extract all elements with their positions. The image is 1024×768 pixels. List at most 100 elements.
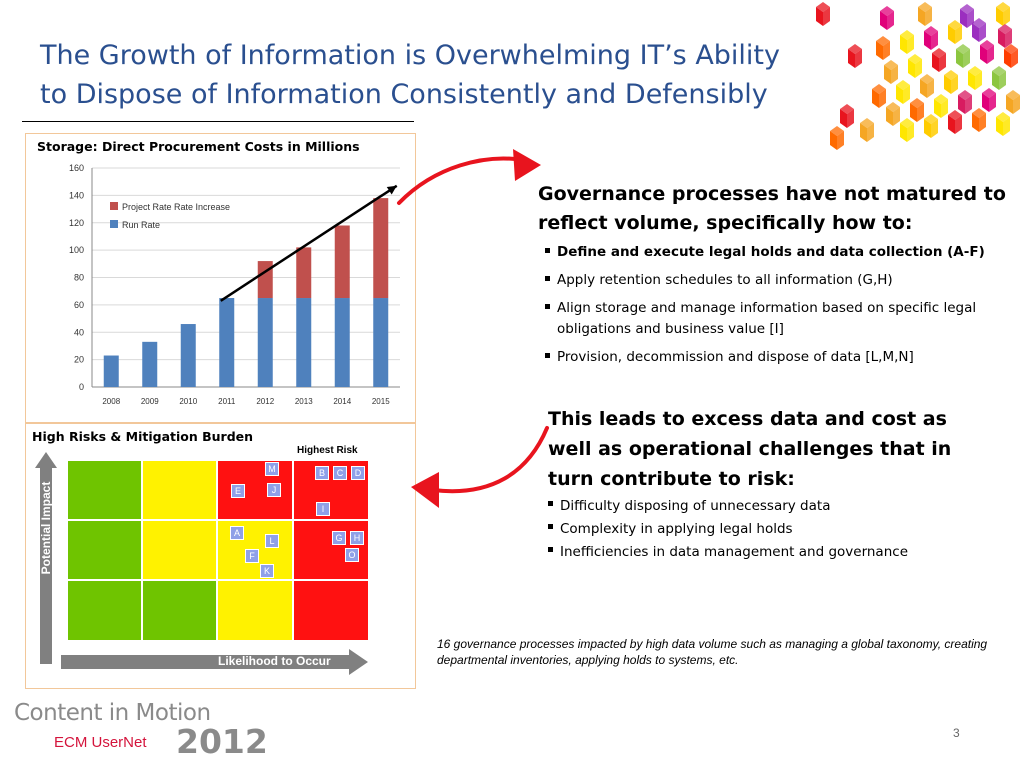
decorative-cube (998, 24, 1012, 48)
decorative-cube (958, 90, 972, 114)
y-tick-label: 40 (74, 327, 84, 337)
bar-run-rate-2013 (296, 298, 312, 387)
governance-item: Align storage and manage information bas… (545, 298, 995, 340)
title-underline (22, 121, 414, 122)
decorative-cube (848, 44, 862, 68)
risk-tag-d: D (351, 466, 365, 480)
x-tick-label: 2012 (256, 397, 274, 406)
likelihood-label: Likelihood to Occur (218, 654, 331, 668)
risk-tag-k: K (260, 564, 274, 578)
x-tick-label: 2008 (102, 397, 120, 406)
excess-item: Difficulty disposing of unnecessary data (548, 495, 968, 518)
risk-cell-green (142, 580, 217, 641)
decorative-cube (944, 70, 958, 94)
slide-title-line-2: to Dispose of Information Consistently a… (40, 79, 768, 110)
decorative-cube (900, 30, 914, 54)
storage-chart-title: Storage: Direct Procurement Costs in Mil… (37, 139, 360, 154)
governance-heading: Governance processes have not matured to… (538, 183, 1006, 234)
decorative-cube (884, 60, 898, 84)
bar-project-rate-rate-increase-2012 (257, 261, 273, 299)
bar-run-rate-2012 (257, 298, 273, 387)
bar-project-rate-rate-increase-2015 (373, 198, 389, 299)
risk-tag-f: F (245, 549, 259, 563)
slide-title-line-1: The Growth of Information is Overwhelmin… (40, 40, 780, 71)
logo-line-1: Content in Motion (14, 700, 211, 726)
red-curved-arrow-top (397, 149, 541, 205)
y-tick-label: 80 (74, 273, 84, 283)
y-tick-label: 60 (74, 300, 84, 310)
bar-run-rate-2009 (142, 341, 158, 387)
decorative-cube (924, 114, 938, 138)
decorative-cube (880, 6, 894, 30)
bar-run-rate-2011 (219, 298, 235, 387)
decorative-cube (816, 2, 830, 26)
red-curved-arrow-bottom (411, 426, 549, 508)
risk-tag-c: C (333, 466, 347, 480)
risk-tag-i: I (316, 502, 330, 516)
likelihood-arrow (61, 649, 368, 675)
bar-run-rate-2010 (180, 324, 196, 387)
decorative-cube (900, 118, 914, 142)
x-tick-label: 2009 (141, 397, 159, 406)
decorative-cube (972, 18, 986, 42)
trend-arrow-head (386, 185, 397, 195)
decorative-cube (860, 118, 874, 142)
governance-item: Define and execute legal holds and data … (545, 242, 995, 263)
decorative-cube (910, 98, 924, 122)
risk-panel-title: High Risks & Mitigation Burden (32, 429, 254, 444)
x-tick-label: 2010 (179, 397, 197, 406)
excess-data-list: Difficulty disposing of unnecessary data… (548, 495, 968, 564)
legend-label: Run Rate (122, 220, 160, 230)
risk-cell-red (293, 580, 369, 641)
legend-swatch (110, 202, 118, 210)
logo-year: 2012 (176, 722, 268, 761)
decorative-cube (886, 102, 900, 126)
decorative-cubes-graphic (816, 2, 1020, 150)
decorative-cube (1004, 44, 1018, 68)
governance-item: Apply retention schedules to all informa… (545, 270, 995, 291)
page-number: 3 (953, 726, 960, 740)
x-tick-label: 2015 (372, 397, 390, 406)
governance-item: Provision, decommission and dispose of d… (545, 347, 995, 368)
decorative-cube (960, 4, 974, 28)
decorative-cube (918, 2, 932, 26)
governance-list: Define and execute legal holds and data … (545, 242, 995, 375)
bar-run-rate-2008 (103, 355, 119, 387)
y-tick-label: 160 (69, 163, 84, 173)
decorative-cube (840, 104, 854, 128)
bar-project-rate-rate-increase-2014 (334, 225, 350, 299)
bar-run-rate-2014 (334, 298, 350, 387)
bar-project-rate-rate-increase-2013 (296, 247, 312, 299)
potential-impact-arrow (35, 452, 57, 664)
decorative-cube (932, 48, 946, 72)
y-tick-label: 140 (69, 190, 84, 200)
decorative-cube (934, 94, 948, 118)
decorative-cube (924, 26, 938, 50)
x-tick-label: 2011 (218, 397, 236, 406)
risk-tag-o: O (345, 548, 359, 562)
excess-item: Complexity in applying legal holds (548, 518, 968, 541)
risk-cell-red (217, 460, 293, 520)
risk-cell-yellow (217, 580, 293, 641)
y-tick-label: 0 (79, 382, 84, 392)
decorative-cube (920, 74, 934, 98)
risk-tag-a: A (230, 526, 244, 540)
x-tick-label: 2014 (333, 397, 351, 406)
x-tick-label: 2013 (295, 397, 313, 406)
decorative-cube (872, 84, 886, 108)
risk-cell-green (67, 460, 142, 520)
risk-tag-e: E (231, 484, 245, 498)
y-tick-label: 120 (69, 218, 84, 228)
storage-bar-chart: 0 20 40 60 80 100 120 140 160 2008 2009 2010 2011 201… (69, 163, 400, 406)
risk-cell-green (67, 580, 142, 641)
decorative-cube (968, 66, 982, 90)
decorative-cube (996, 2, 1010, 26)
risk-tag-h: H (350, 531, 364, 545)
decorative-cube (948, 20, 962, 44)
decorative-cube (996, 112, 1010, 136)
bar-run-rate-2015 (373, 298, 389, 387)
risk-cell-green (67, 520, 142, 580)
decorative-cube (830, 126, 844, 150)
y-tick-label: 100 (69, 245, 84, 255)
